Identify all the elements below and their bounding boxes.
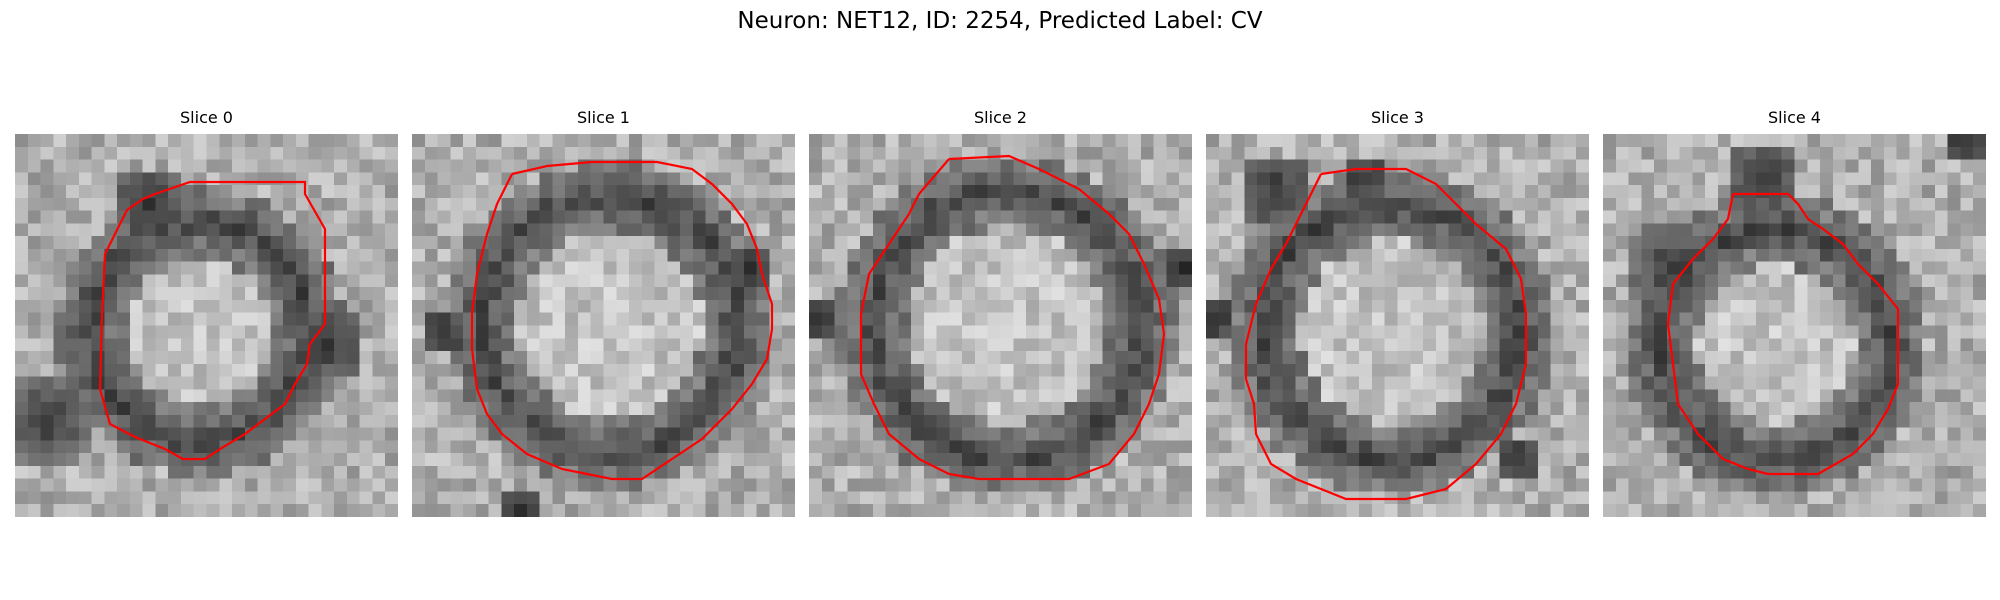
slice-image-3 xyxy=(1206,134,1589,517)
slice-panel-0: Slice 0 xyxy=(15,108,398,517)
slice-image-4 xyxy=(1603,134,1986,517)
contour-outline xyxy=(470,160,774,481)
figure-title: Neuron: NET12, ID: 2254, Predicted Label… xyxy=(737,8,1263,34)
slice-panel-2: Slice 2 xyxy=(809,108,1192,517)
segmentation-contour xyxy=(859,154,1166,481)
segmentation-contour xyxy=(470,160,774,481)
slice-panel-1: Slice 1 xyxy=(412,108,795,517)
slice-title: Slice 3 xyxy=(1371,108,1424,127)
slice-title: Slice 0 xyxy=(180,108,233,127)
slice-title: Slice 2 xyxy=(974,108,1027,127)
em-grayscale-image xyxy=(1603,134,1986,517)
em-grayscale-image xyxy=(15,134,398,517)
contour-outline xyxy=(1666,192,1900,476)
segmentation-contour xyxy=(98,180,327,461)
contour-outline xyxy=(98,180,327,461)
slice-panel-4: Slice 4 xyxy=(1603,108,1986,517)
slice-image-1 xyxy=(412,134,795,517)
slice-title: Slice 1 xyxy=(577,108,630,127)
slice-image-0 xyxy=(15,134,398,517)
slice-panel-3: Slice 3 xyxy=(1206,108,1589,517)
segmentation-contour xyxy=(1666,192,1900,476)
em-grayscale-image xyxy=(809,134,1192,517)
slice-image-2 xyxy=(809,134,1192,517)
slice-title: Slice 4 xyxy=(1768,108,1821,127)
em-grayscale-image xyxy=(412,134,795,517)
segmentation-contour xyxy=(1244,167,1528,501)
contour-outline xyxy=(1244,167,1528,501)
contour-outline xyxy=(859,154,1166,481)
